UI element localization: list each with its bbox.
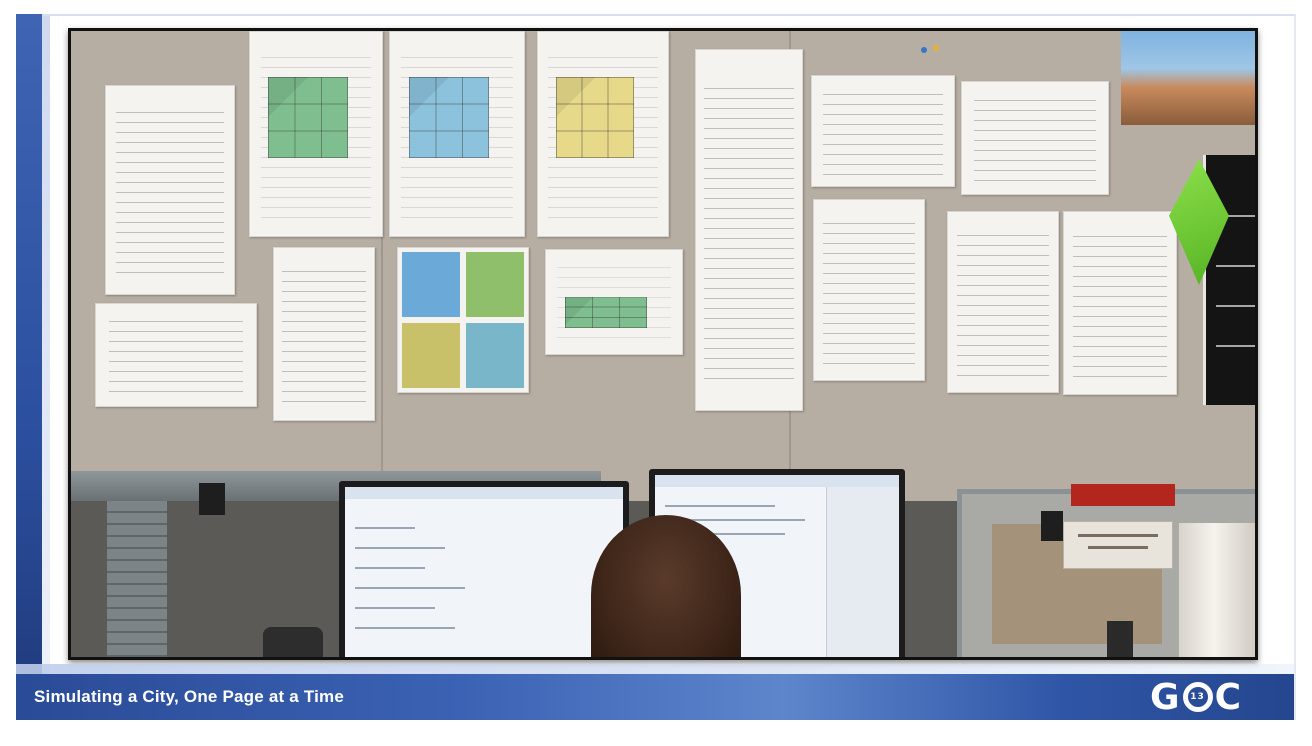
poster	[961, 81, 1109, 195]
logo-ring-number: 13	[1190, 692, 1205, 702]
nameplate-red	[1071, 484, 1175, 506]
gdc-logo: G 13 C	[1150, 676, 1242, 718]
poster	[95, 303, 257, 407]
poster	[273, 247, 375, 421]
nameplate	[1063, 521, 1173, 569]
pin	[933, 45, 939, 51]
poster	[249, 31, 383, 237]
slide-title: Simulating a City, One Page at a Time	[34, 687, 345, 706]
desk-phone	[263, 627, 323, 657]
photo-frame	[68, 28, 1258, 660]
poster	[105, 85, 235, 295]
pen-cup	[1107, 621, 1133, 657]
person-head	[591, 515, 741, 657]
poster	[695, 49, 803, 411]
top-rule	[42, 14, 1296, 16]
poster	[397, 247, 529, 393]
poster	[545, 249, 683, 355]
footer-shine	[16, 664, 1294, 674]
cubicle-post	[107, 501, 167, 657]
poster	[537, 31, 669, 237]
logo-letter-g: G	[1150, 676, 1181, 718]
poster	[813, 199, 925, 381]
left-accent-inner	[42, 14, 50, 720]
footer-bar	[16, 674, 1294, 720]
poster	[389, 31, 525, 237]
rail-clip	[1041, 511, 1063, 541]
monitor-left	[339, 481, 629, 657]
office-wall-photo	[71, 31, 1255, 657]
right-rule	[1294, 14, 1296, 720]
pin	[921, 47, 927, 53]
logo-letter-c: C	[1214, 676, 1242, 718]
poster	[811, 75, 955, 187]
wall-seam	[381, 31, 383, 471]
logo-ring-icon: 13	[1182, 682, 1213, 712]
poster	[947, 211, 1059, 393]
poster	[1063, 211, 1177, 395]
left-accent-stripe	[16, 14, 42, 720]
paper-towel-roll	[1179, 523, 1255, 657]
photo-print	[1121, 31, 1255, 125]
rail-clip	[199, 483, 225, 515]
